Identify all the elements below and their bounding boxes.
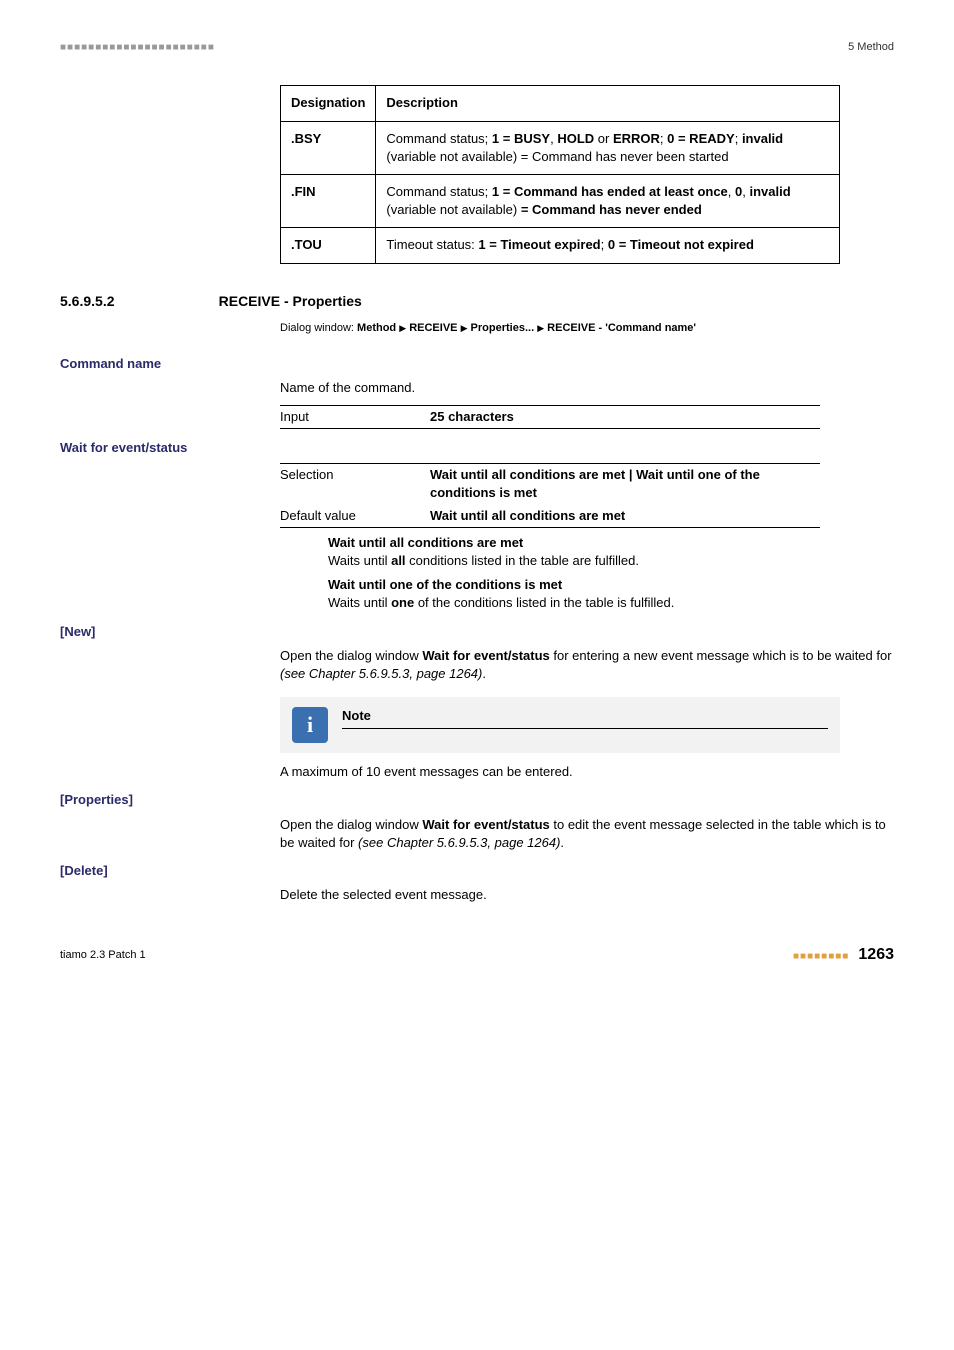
header-dots: ■■■■■■■■■■■■■■■■■■■■■■: [60, 41, 215, 55]
note-box: i Note: [280, 697, 840, 753]
default-key: Default value: [280, 507, 430, 525]
col-designation: Designation: [281, 86, 376, 121]
table-row: .BSY Command status; 1 = BUSY, HOLD or E…: [281, 121, 840, 174]
table-header-row: Designation Description: [281, 86, 840, 121]
input-key: Input: [280, 408, 430, 426]
note-text: A maximum of 10 event messages can be en…: [280, 763, 894, 781]
new-desc: Open the dialog window Wait for event/st…: [280, 647, 894, 683]
input-val: 25 characters: [430, 408, 820, 426]
cell-designation: .BSY: [281, 121, 376, 174]
cell-designation: .FIN: [281, 174, 376, 227]
option-block: Wait until all conditions are met Waits …: [328, 534, 894, 570]
option-title: Wait until all conditions are met: [328, 534, 894, 552]
cell-description: Command status; 1 = BUSY, HOLD or ERROR;…: [376, 121, 840, 174]
input-row: Input 25 characters: [280, 406, 820, 429]
section-number: 5.6.9.5.2: [60, 292, 215, 312]
field-label-command-name: Command name: [60, 355, 894, 373]
option-desc: Waits until all conditions listed in the…: [328, 552, 894, 570]
table-row: .FIN Command status; 1 = Command has end…: [281, 174, 840, 227]
dialog-window-path: Dialog window: Method ▶ RECEIVE ▶ Proper…: [280, 321, 894, 336]
default-row: Default value Wait until all conditions …: [280, 505, 820, 528]
option-block: Wait until one of the conditions is met …: [328, 576, 894, 612]
selection-key: Selection: [280, 466, 430, 502]
option-title: Wait until one of the conditions is met: [328, 576, 894, 594]
variables-table: Designation Description .BSY Command sta…: [280, 85, 840, 263]
option-desc: Waits until one of the conditions listed…: [328, 594, 894, 612]
section-title: RECEIVE - Properties: [219, 293, 362, 309]
footer-left: tiamo 2.3 Patch 1: [60, 948, 146, 963]
properties-desc: Open the dialog window Wait for event/st…: [280, 816, 894, 852]
cell-description: Command status; 1 = Command has ended at…: [376, 174, 840, 227]
delete-desc: Delete the selected event message.: [280, 886, 894, 904]
command-name-desc: Name of the command.: [280, 379, 894, 397]
selection-val: Wait until all conditions are met | Wait…: [430, 466, 820, 502]
cell-description: Timeout status: 1 = Timeout expired; 0 =…: [376, 228, 840, 263]
default-val: Wait until all conditions are met: [430, 507, 820, 525]
page-footer: tiamo 2.3 Patch 1 ■■■■■■■■ 1263: [60, 944, 894, 966]
col-description: Description: [376, 86, 840, 121]
table-row: .TOU Timeout status: 1 = Timeout expired…: [281, 228, 840, 263]
field-label-properties: [Properties]: [60, 791, 894, 809]
footer-dots: ■■■■■■■■: [793, 951, 849, 962]
selection-row: Selection Wait until all conditions are …: [280, 464, 820, 504]
header-chapter: 5 Method: [848, 40, 894, 55]
cell-designation: .TOU: [281, 228, 376, 263]
field-label-delete: [Delete]: [60, 862, 894, 880]
field-label-wait: Wait for event/status: [60, 439, 894, 457]
footer-page-number: 1263: [858, 946, 894, 963]
info-icon: i: [292, 707, 328, 743]
field-label-new: [New]: [60, 623, 894, 641]
section-header: 5.6.9.5.2 RECEIVE - Properties: [60, 292, 894, 312]
note-title: Note: [342, 707, 828, 729]
page-header: ■■■■■■■■■■■■■■■■■■■■■■ 5 Method: [60, 40, 894, 55]
